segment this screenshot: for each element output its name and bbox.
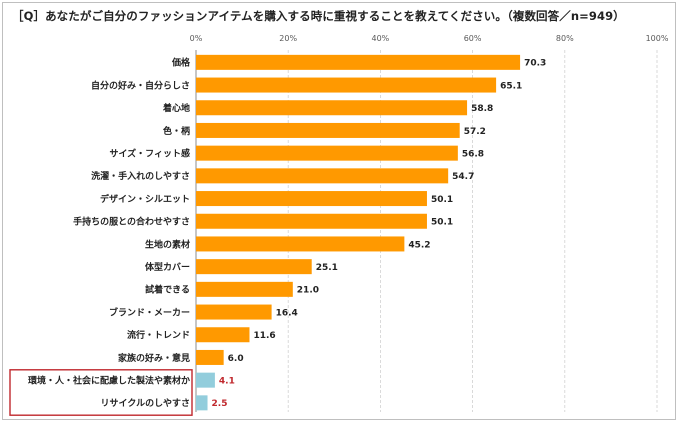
- bar: [196, 100, 468, 116]
- bar: [196, 395, 208, 411]
- x-tick-label: 0%: [190, 34, 203, 43]
- category-label: 流行・トレンド: [127, 329, 190, 341]
- category-label: 着心地: [162, 102, 190, 114]
- bar: [196, 236, 405, 252]
- category-label: 価格: [171, 57, 191, 69]
- bar: [196, 77, 497, 93]
- category-label: ブランド・メーカー: [109, 306, 190, 318]
- highlight-box: [9, 369, 193, 416]
- x-tick-label: 20%: [279, 34, 297, 43]
- bar: [196, 145, 458, 161]
- category-label: 試着できる: [145, 284, 190, 296]
- category-label: デザイン・シルエット: [100, 193, 190, 205]
- value-label: 50.1: [431, 195, 453, 205]
- category-label: サイズ・フィット感: [109, 147, 190, 159]
- category-label: 環境・人・社会に配慮した製法や素材か: [28, 374, 190, 386]
- x-tick-label: 60%: [464, 34, 482, 43]
- value-label: 54.7: [452, 172, 474, 182]
- value-label: 16.4: [276, 308, 298, 318]
- chart-title: ［Q］あなたがご自分のファッションアイテムを購入する時に重視することを教えてくだ…: [12, 9, 625, 23]
- bar: [196, 191, 427, 207]
- chart-frame: [2, 2, 676, 420]
- category-label: 家族の好み・意見: [118, 352, 190, 364]
- value-label: 58.8: [471, 104, 493, 114]
- value-label: 50.1: [431, 218, 453, 228]
- value-label: 57.2: [464, 127, 486, 137]
- value-label: 11.6: [253, 331, 275, 341]
- value-label: 65.1: [500, 81, 522, 91]
- value-label: 70.3: [524, 59, 546, 69]
- x-tick-label: 40%: [372, 34, 390, 43]
- category-label: 洗濯・手入れのしやすさ: [91, 170, 190, 182]
- value-label: 6.0: [228, 354, 244, 364]
- x-tick-label: 100%: [646, 34, 669, 43]
- bar: [196, 304, 272, 320]
- value-label: 25.1: [316, 263, 338, 273]
- bar: [196, 327, 250, 343]
- category-label: 体型カバー: [145, 261, 190, 273]
- bar: [196, 281, 293, 297]
- category-label: 色・柄: [163, 125, 190, 137]
- value-label: 56.8: [462, 149, 484, 159]
- x-tick-label: 80%: [556, 34, 574, 43]
- value-label: 4.1: [219, 376, 235, 386]
- bar: [196, 122, 460, 138]
- value-label: 45.2: [408, 240, 430, 250]
- bar: [196, 372, 215, 388]
- bar: [196, 259, 312, 275]
- category-label: 手持ちの服との合わせやすさ: [73, 216, 190, 228]
- value-label: 2.5: [212, 399, 228, 409]
- value-label: 21.0: [297, 286, 319, 296]
- bar: [196, 213, 427, 229]
- bar: [196, 54, 521, 70]
- bar: [196, 168, 449, 184]
- category-label: リサイクルのしやすさ: [101, 398, 190, 409]
- category-label: 自分の好み・自分らしさ: [91, 79, 190, 91]
- category-label: 生地の素材: [145, 238, 190, 250]
- bar: [196, 349, 224, 365]
